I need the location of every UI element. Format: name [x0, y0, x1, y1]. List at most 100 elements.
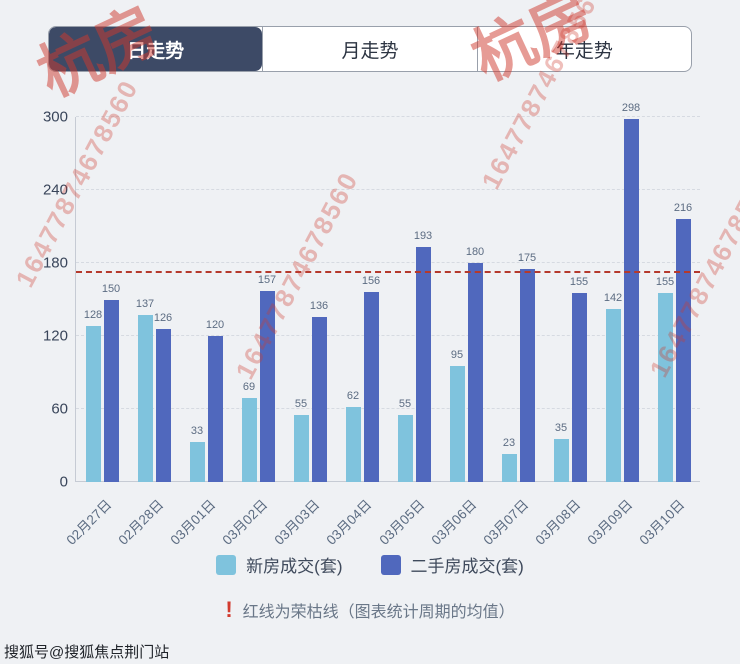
bar-group: 69 157	[232, 117, 284, 482]
x-axis-label: 03月05日	[376, 496, 427, 548]
bar-value-label: 142	[603, 292, 623, 305]
bar[interactable]: 175	[518, 252, 536, 482]
y-tick-label: 240	[42, 181, 68, 199]
bar[interactable]: 150	[102, 283, 120, 482]
bar-value-label: 69	[242, 381, 256, 394]
bar[interactable]: 155	[656, 276, 674, 482]
bar-group: 55 136	[284, 117, 336, 482]
gridline	[76, 481, 700, 482]
bar[interactable]: 126	[154, 312, 172, 482]
bar-value-label: 136	[309, 299, 329, 312]
x-axis-label: 03月07日	[480, 496, 532, 548]
gridline	[76, 408, 700, 409]
x-axis-label: 03月04日	[323, 496, 375, 548]
bar[interactable]: 95	[449, 349, 465, 482]
x-axis-label: 03月01日	[167, 496, 219, 548]
legend-item[interactable]: 二手房成交(套)	[380, 552, 524, 577]
tab-daily-trend[interactable]: 日走势	[49, 27, 263, 71]
bar-value-label: 156	[361, 275, 381, 288]
bar-value-label: 55	[398, 398, 412, 411]
bar[interactable]: 155	[570, 276, 588, 482]
bar[interactable]: 33	[189, 425, 205, 482]
bar-group: 33 120	[180, 117, 232, 482]
bar-group: 23 175	[492, 117, 544, 482]
bar-value-label: 157	[257, 273, 277, 286]
bar-value-label: 33	[190, 424, 204, 437]
gridline	[76, 335, 700, 336]
legend-label: 新房成交(套)	[246, 557, 343, 576]
bar-group: 95 180	[440, 117, 492, 482]
bar-value-label: 180	[465, 246, 485, 258]
bar-value-label: 175	[517, 252, 537, 265]
gridline	[76, 262, 700, 263]
plot-area: 0 60 120 180 240 300 128 150 137 126 33 120 69 157 55 1…	[43, 102, 700, 490]
bar-group: 128 150	[76, 117, 128, 482]
bar-value-label: 95	[450, 349, 464, 362]
y-tick-label: 0	[59, 473, 68, 491]
account-watermark: 搜狐号@搜狐焦点荆门站	[4, 644, 170, 661]
bar-value-label: 216	[673, 202, 693, 215]
bar[interactable]: 142	[604, 292, 622, 482]
tab-monthly-trend[interactable]: 月走势	[262, 27, 476, 71]
bar-groups: 128 150 137 126 33 120 69 157 55 136 62 156 55 193 95 1…	[76, 102, 700, 482]
bar-value-label: 120	[205, 319, 225, 331]
legend-swatch	[380, 554, 401, 575]
bar[interactable]: 180	[466, 246, 484, 482]
bar[interactable]: 55	[293, 398, 309, 482]
bar[interactable]: 120	[206, 319, 224, 482]
bar-value-label: 128	[83, 309, 103, 322]
bar[interactable]: 55	[397, 398, 413, 482]
bar-value-label: 137	[135, 298, 155, 311]
bar[interactable]: 193	[414, 230, 432, 482]
y-tick-label: 120	[42, 327, 68, 345]
bar-group: 155 216	[648, 117, 700, 482]
x-axis-labels: 02月27日 02月28日 03月01日 03月02日 03月03日 03月04日 03月0…	[64, 482, 700, 554]
bar-value-label: 55	[294, 398, 308, 411]
bar-group: 62 156	[336, 117, 388, 482]
bar[interactable]: 157	[258, 274, 276, 482]
bar-value-label: 23	[502, 437, 516, 450]
x-axis-label: 03月02日	[219, 496, 271, 548]
gridline	[76, 116, 700, 117]
bar-group: 142 298	[596, 102, 648, 482]
bar[interactable]: 23	[501, 437, 517, 482]
gridline	[76, 189, 700, 190]
exclamation-icon: !	[225, 597, 233, 622]
bar-value-label: 155	[569, 276, 589, 289]
bar[interactable]: 35	[553, 422, 569, 482]
bar[interactable]: 128	[84, 309, 102, 482]
reference-line-note: ! 红线为荣枯线（图表统计周期的均值）	[0, 598, 740, 622]
bar[interactable]: 62	[345, 390, 361, 482]
legend-label: 二手房成交(套)	[410, 557, 524, 576]
note-text: 红线为荣枯线（图表统计周期的均值）	[242, 604, 515, 621]
bar[interactable]: 298	[622, 102, 640, 482]
x-axis-label: 03月06日	[428, 496, 480, 548]
x-axis-label: 03月03日	[271, 496, 323, 548]
reference-line	[76, 270, 700, 273]
trend-tab-bar: 日走势 月走势 年走势	[48, 26, 692, 72]
x-axis-label: 03月08日	[532, 496, 584, 548]
tab-yearly-trend[interactable]: 年走势	[476, 27, 691, 71]
bar[interactable]: 69	[241, 381, 257, 482]
bar-value-label: 155	[655, 276, 675, 289]
bar-group: 35 155	[544, 117, 596, 482]
bar-value-label: 35	[554, 422, 568, 435]
bar[interactable]: 137	[136, 298, 154, 482]
bar-value-label: 298	[621, 102, 641, 115]
legend-swatch	[216, 554, 237, 575]
x-axis-label: 02月28日	[115, 496, 167, 548]
bar[interactable]: 216	[674, 202, 692, 482]
x-axis-label: 02月27日	[63, 496, 115, 548]
x-axis-label: 03月09日	[584, 496, 636, 548]
bar-value-label: 126	[153, 311, 173, 324]
bar-value-label: 193	[413, 230, 433, 243]
x-axis-label: 03月10日	[636, 496, 688, 548]
legend: 新房成交(套) 二手房成交(套)	[0, 552, 740, 577]
bar-value-label: 150	[101, 282, 121, 295]
bar[interactable]: 156	[362, 275, 380, 482]
y-tick-label: 300	[42, 108, 68, 126]
y-tick-label: 60	[51, 400, 68, 418]
legend-item[interactable]: 新房成交(套)	[216, 552, 343, 577]
bar[interactable]: 136	[310, 300, 328, 482]
